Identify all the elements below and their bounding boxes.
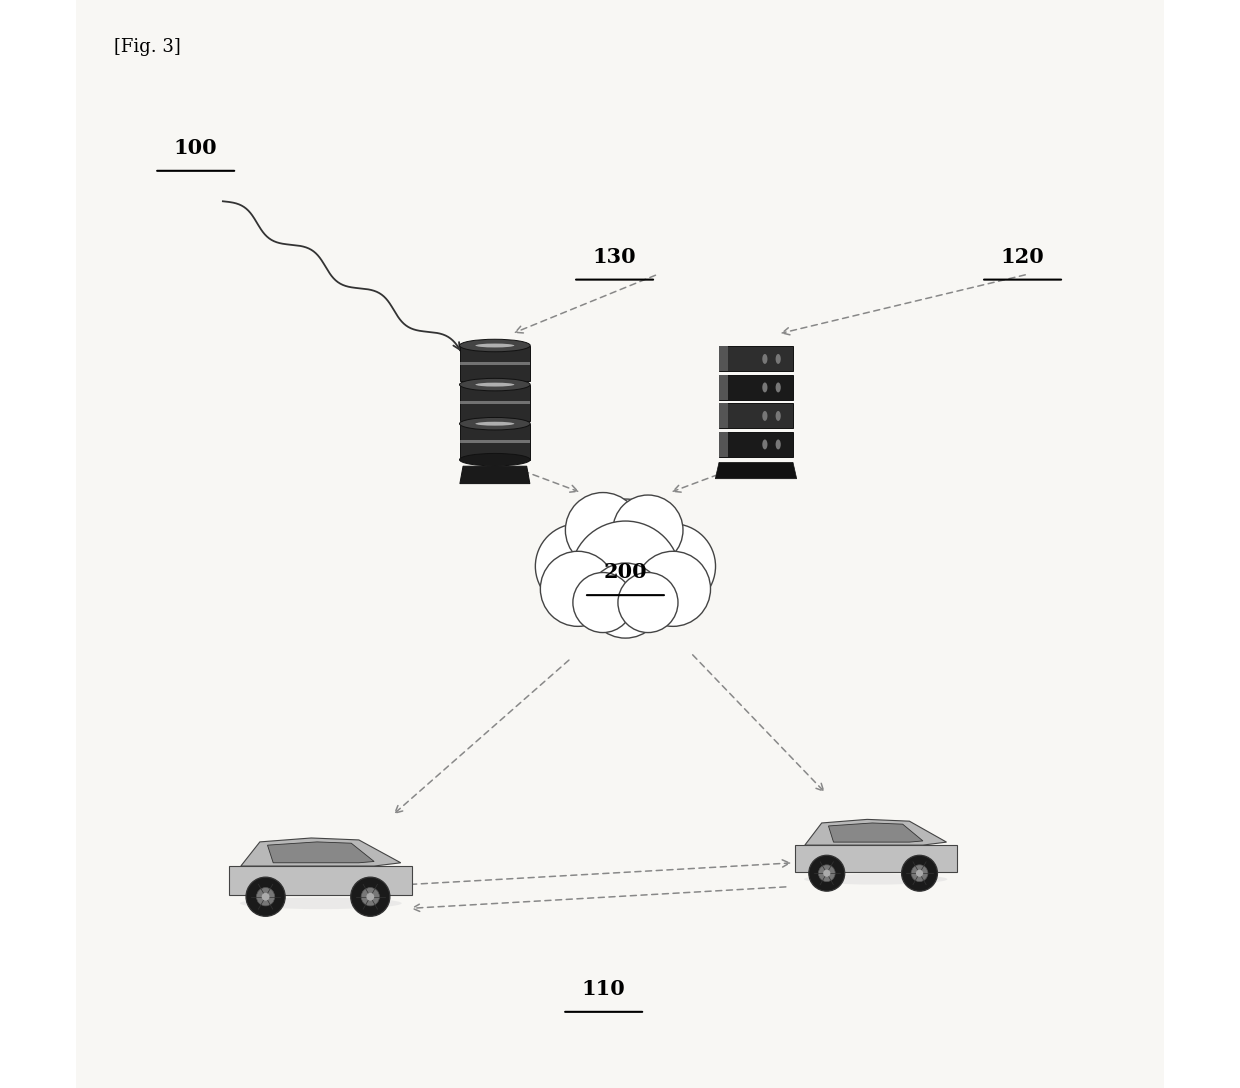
Circle shape (573, 572, 632, 632)
Ellipse shape (763, 440, 768, 449)
Polygon shape (719, 404, 728, 429)
Polygon shape (805, 819, 946, 845)
Polygon shape (76, 0, 1164, 1088)
Ellipse shape (775, 354, 781, 363)
Circle shape (246, 877, 285, 916)
Polygon shape (719, 432, 794, 457)
Circle shape (630, 523, 715, 609)
Ellipse shape (475, 422, 515, 425)
Ellipse shape (460, 454, 531, 466)
Polygon shape (460, 441, 531, 443)
Circle shape (901, 855, 937, 891)
Ellipse shape (460, 339, 531, 351)
Circle shape (361, 888, 379, 906)
Circle shape (565, 493, 640, 568)
Polygon shape (460, 346, 531, 382)
Polygon shape (715, 462, 796, 479)
Polygon shape (719, 346, 794, 371)
Polygon shape (460, 385, 531, 421)
Ellipse shape (475, 344, 515, 347)
Circle shape (541, 552, 615, 627)
Polygon shape (460, 362, 531, 366)
Text: 100: 100 (174, 138, 217, 158)
Polygon shape (229, 866, 412, 895)
Circle shape (618, 572, 678, 632)
Ellipse shape (460, 379, 531, 391)
Circle shape (366, 893, 374, 901)
Circle shape (257, 888, 275, 906)
Text: 110: 110 (582, 979, 625, 999)
Circle shape (262, 893, 269, 901)
Polygon shape (460, 466, 529, 483)
Polygon shape (719, 346, 728, 371)
Circle shape (536, 523, 620, 609)
Polygon shape (719, 432, 728, 457)
Ellipse shape (763, 383, 768, 393)
Polygon shape (719, 404, 794, 429)
Circle shape (351, 877, 389, 916)
Polygon shape (828, 823, 923, 842)
Polygon shape (241, 838, 401, 866)
Text: [Fig. 3]: [Fig. 3] (114, 38, 181, 57)
Ellipse shape (460, 418, 531, 430)
Circle shape (613, 495, 683, 565)
Polygon shape (719, 375, 794, 400)
Circle shape (588, 564, 663, 638)
Ellipse shape (775, 411, 781, 421)
Ellipse shape (804, 874, 947, 885)
Text: 130: 130 (593, 247, 636, 267)
Ellipse shape (775, 440, 781, 449)
Circle shape (823, 869, 831, 877)
Circle shape (911, 865, 928, 881)
Text: 200: 200 (604, 562, 647, 582)
Polygon shape (460, 423, 531, 459)
Circle shape (573, 499, 678, 604)
Polygon shape (795, 845, 956, 873)
Polygon shape (719, 375, 728, 400)
Circle shape (570, 521, 681, 631)
Ellipse shape (239, 898, 402, 910)
Text: 120: 120 (1001, 247, 1044, 267)
Polygon shape (460, 401, 531, 404)
Ellipse shape (763, 354, 768, 363)
Ellipse shape (475, 383, 515, 386)
Circle shape (818, 865, 836, 881)
Ellipse shape (763, 411, 768, 421)
Polygon shape (268, 842, 374, 863)
Circle shape (916, 869, 923, 877)
Circle shape (808, 855, 844, 891)
Circle shape (635, 552, 711, 627)
Ellipse shape (775, 383, 781, 393)
